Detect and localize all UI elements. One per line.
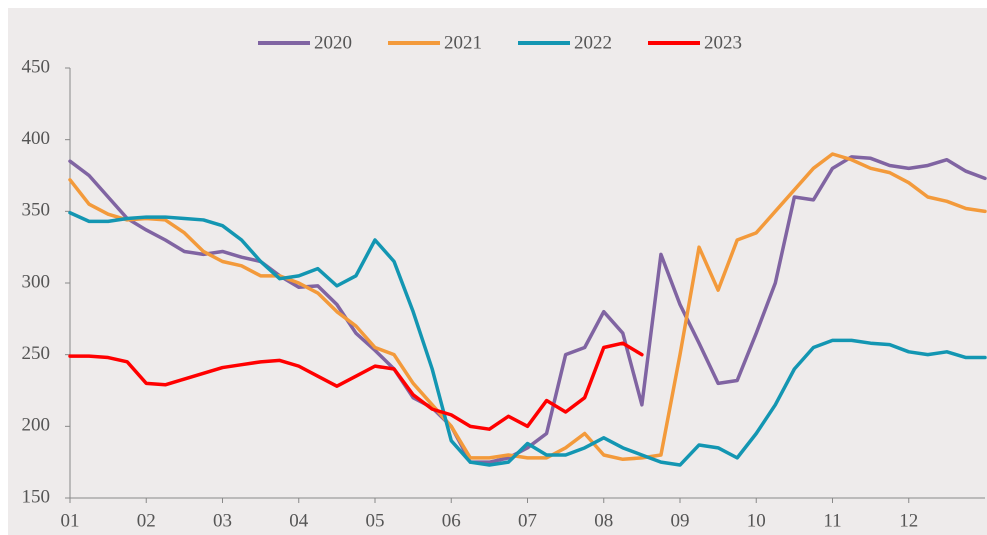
y-tick-label: 300 [22, 271, 51, 292]
y-tick-label: 400 [22, 128, 51, 149]
plot-background [8, 8, 987, 535]
legend-label: 2021 [444, 32, 482, 53]
y-tick-label: 250 [22, 343, 51, 364]
y-tick-label: 200 [22, 415, 51, 436]
x-tick-label: 05 [366, 510, 385, 531]
x-tick-label: 10 [747, 510, 766, 531]
legend-label: 2020 [314, 32, 352, 53]
y-tick-label: 450 [22, 56, 51, 77]
series-line [68, 211, 987, 467]
legend-label: 2023 [704, 32, 742, 53]
x-tick-label: 02 [137, 510, 156, 531]
x-tick-label: 11 [823, 510, 841, 531]
y-tick-label: 350 [22, 200, 51, 221]
x-tick-label: 09 [671, 510, 690, 531]
legend-label: 2022 [574, 32, 612, 53]
x-tick-label: 03 [213, 510, 232, 531]
series-line [68, 341, 644, 431]
x-tick-label: 04 [289, 510, 309, 531]
x-tick-label: 08 [594, 510, 613, 531]
series-line [68, 155, 987, 464]
x-tick-label: 06 [442, 510, 461, 531]
series-line [68, 152, 987, 462]
x-tick-label: 01 [61, 510, 80, 531]
y-tick-label: 150 [22, 486, 51, 507]
x-tick-label: 12 [899, 510, 918, 531]
x-tick-label: 07 [518, 510, 537, 531]
